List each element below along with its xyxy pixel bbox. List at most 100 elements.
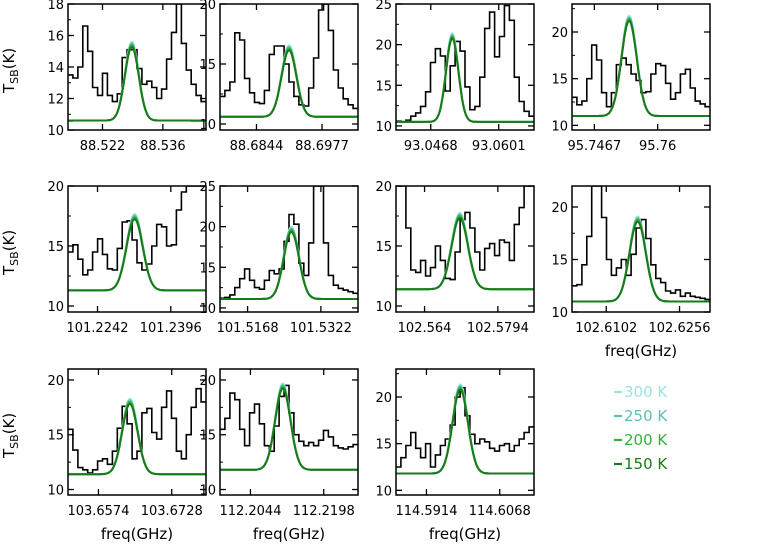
legend: 300 K 250 K 200 K 150 K xyxy=(614,383,668,473)
y-tick-label: 20 xyxy=(47,374,64,389)
observed-spectrum xyxy=(68,186,206,276)
y-axis-label: TSB(K) xyxy=(0,413,21,459)
x-tick-label: 102.5794 xyxy=(467,321,529,336)
model-model_150K xyxy=(220,387,358,471)
panel-frame xyxy=(219,3,359,131)
y-tick-label: 20 xyxy=(551,201,568,216)
y-tick-label: 12 xyxy=(47,93,64,108)
observed-spectrum xyxy=(572,44,710,108)
model-model_250K xyxy=(572,16,710,117)
y-tick-label: 10 xyxy=(47,300,64,315)
model-model_150K xyxy=(572,19,710,117)
y-tick-label: 15 xyxy=(47,240,64,255)
y-tick-label: 18 xyxy=(47,0,64,13)
model-model_150K xyxy=(220,49,358,118)
observed-spectrum xyxy=(220,384,358,452)
x-tick-label: 102.6102 xyxy=(575,321,637,336)
y-tick-label: 10 xyxy=(199,484,216,499)
panel-1: 10 12 14 16 18 88.522 88.536 TSB(K) xyxy=(0,0,207,154)
observed-spectrum xyxy=(220,186,358,299)
y-tick-label: 15 xyxy=(375,79,392,94)
x-tick-label: 95.7467 xyxy=(567,139,621,154)
panel-6: 10 15 20 25 101.5168 101.5322 xyxy=(199,180,359,336)
y-tick-label: 20 xyxy=(551,26,568,41)
panel-10: 10 15 20 112.2044 112.2198 freq(GHz) xyxy=(199,368,359,543)
x-axis-label: freq(GHz) xyxy=(605,342,677,360)
model-model_150K xyxy=(220,230,358,300)
x-tick-label: 93.0468 xyxy=(404,139,458,154)
observed-spectrum xyxy=(396,4,534,123)
x-tick-label: 88.522 xyxy=(80,139,126,154)
x-tick-label: 103.6728 xyxy=(141,504,203,519)
panel-5: 10 15 20 101.2242 101.2396 TSB(K) xyxy=(0,180,207,336)
panel-frame xyxy=(67,368,207,496)
legend-label: 150 K xyxy=(624,455,668,473)
panel-3: 10 15 20 25 93.0468 93.0601 xyxy=(375,0,535,154)
y-tick-label: 25 xyxy=(199,180,216,195)
y-tick-label: 15 xyxy=(199,58,216,73)
x-tick-label: 88.536 xyxy=(140,139,186,154)
panel-frame xyxy=(395,3,535,131)
y-axis-label: TSB(K) xyxy=(0,48,21,94)
x-tick-label: 101.5168 xyxy=(217,321,279,336)
panel-4: 10 15 20 95.7467 95.76 xyxy=(551,3,711,154)
panel-7: 10 15 20 102.564 102.5794 xyxy=(375,180,535,336)
y-tick-label: 10 xyxy=(551,306,568,321)
observed-spectrum xyxy=(396,186,534,281)
y-tick-label: 20 xyxy=(375,391,392,406)
y-tick-label: 16 xyxy=(47,30,64,45)
model-model_150K xyxy=(396,216,534,291)
y-tick-label: 10 xyxy=(375,484,392,499)
y-tick-label: 10 xyxy=(47,484,64,499)
x-tick-label: 101.2396 xyxy=(140,321,202,336)
x-tick-label: 102.6256 xyxy=(649,321,711,336)
model-model_150K xyxy=(68,45,206,122)
x-tick-label: 93.0601 xyxy=(472,139,526,154)
y-tick-label: 15 xyxy=(199,429,216,444)
observed-spectrum xyxy=(572,186,710,301)
model-model_150K xyxy=(572,220,710,303)
observed-spectrum xyxy=(220,4,358,110)
model-model_300K xyxy=(68,397,206,476)
y-tick-label: 15 xyxy=(47,429,64,444)
model-model_300K xyxy=(572,14,710,117)
legend-label: 300 K xyxy=(624,383,668,401)
panel-9: 10 15 20 103.6574 103.6728 TSB(K) freq(GHz) xyxy=(0,368,207,543)
y-tick-label: 15 xyxy=(551,254,568,269)
panel-frame xyxy=(67,185,207,313)
observed-spectrum xyxy=(68,387,206,474)
model-model_150K xyxy=(396,388,534,475)
y-tick-label: 15 xyxy=(551,73,568,88)
panel-frame xyxy=(219,185,359,313)
legend-label: 250 K xyxy=(624,407,668,425)
y-tick-label: 10 xyxy=(199,302,216,317)
model-model_250K xyxy=(68,399,206,476)
x-axis-label: freq(GHz) xyxy=(429,525,501,543)
panel-2: 10 15 20 88.6844 88.6977 xyxy=(199,0,359,154)
model-model_150K xyxy=(68,218,206,292)
y-tick-label: 10 xyxy=(375,120,392,135)
y-axis-label: TSB(K) xyxy=(0,230,21,276)
y-tick-label: 15 xyxy=(375,240,392,255)
legend-label: 200 K xyxy=(624,431,668,449)
y-tick-label: 25 xyxy=(375,0,392,13)
x-tick-label: 112.2198 xyxy=(293,504,355,519)
panel-11: 10 15 20 114.5914 114.6068 freq(GHz) xyxy=(375,368,535,543)
panel-frame xyxy=(571,3,711,131)
panel-frame xyxy=(571,185,711,313)
x-tick-label: 95.76 xyxy=(639,139,676,154)
y-tick-label: 20 xyxy=(375,39,392,54)
x-axis-label: freq(GHz) xyxy=(253,525,325,543)
panel-frame xyxy=(395,368,535,496)
observed-spectrum xyxy=(68,4,206,103)
x-axis-label: freq(GHz) xyxy=(101,525,173,543)
model-model_150K xyxy=(68,402,206,476)
y-tick-label: 15 xyxy=(375,438,392,453)
y-tick-label: 20 xyxy=(199,0,216,13)
x-tick-label: 114.5914 xyxy=(395,504,457,519)
y-tick-label: 15 xyxy=(199,261,216,276)
panel-frame xyxy=(219,368,359,496)
model-model_200K xyxy=(68,400,206,476)
y-tick-label: 10 xyxy=(375,300,392,315)
